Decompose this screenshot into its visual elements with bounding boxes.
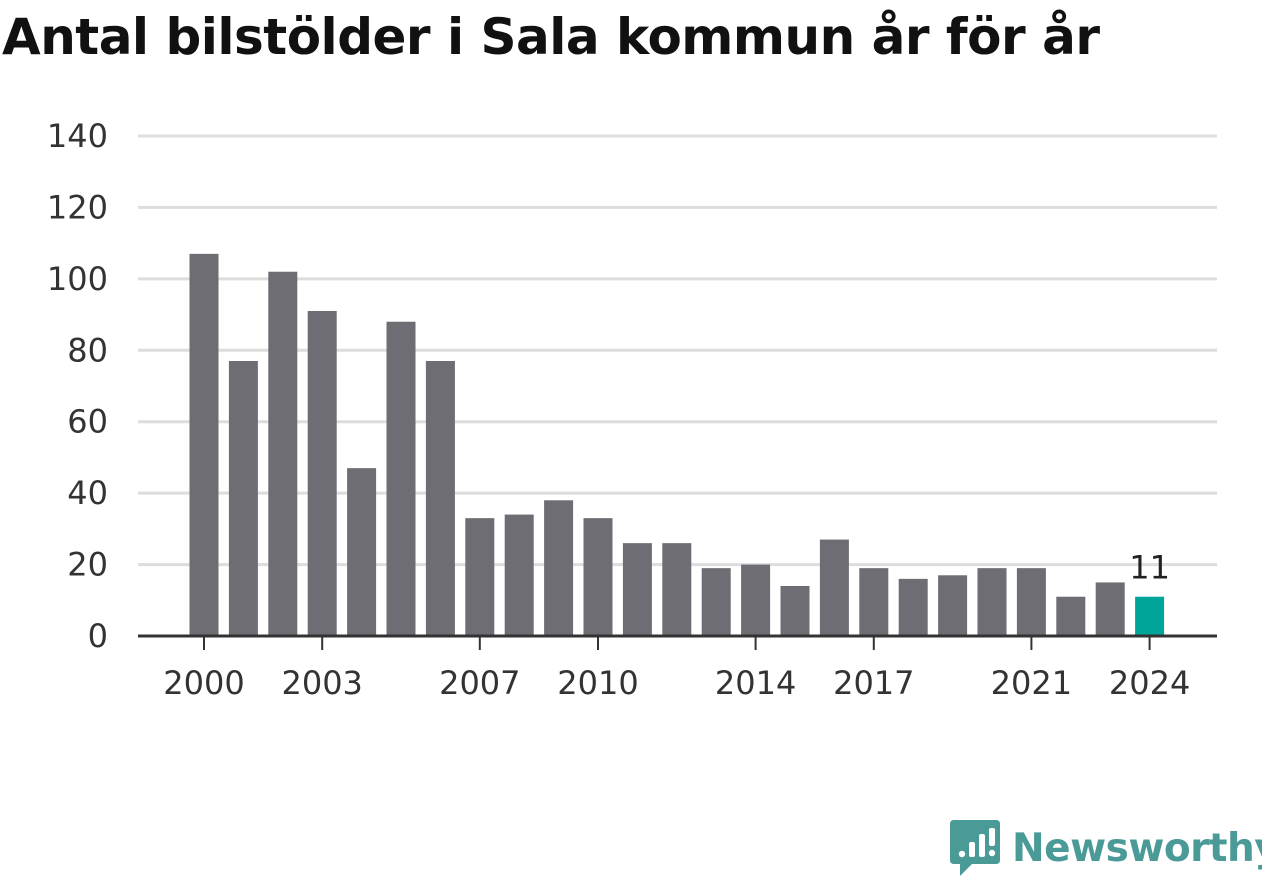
bar-2004: [347, 468, 377, 636]
y-tick-label: 140: [47, 117, 108, 155]
bar-2011: [622, 543, 652, 636]
bar-2005: [386, 321, 416, 636]
x-tick-label: 2003: [281, 664, 362, 702]
bar-2021: [1016, 568, 1046, 636]
x-tick-label: 2017: [833, 664, 914, 702]
bar-2016: [819, 539, 849, 636]
y-tick-label: 20: [67, 546, 108, 584]
bar-2024: [1135, 596, 1165, 636]
bar-2006: [425, 361, 455, 636]
bar-2019: [938, 575, 968, 636]
bar-2012: [662, 543, 692, 636]
bar-2022: [1056, 596, 1086, 636]
highlight-value-label: 11: [1129, 549, 1170, 587]
bar-2003: [307, 311, 337, 636]
bar-2015: [780, 586, 810, 636]
bar-2009: [544, 500, 574, 636]
brand-name: Newsworthy: [1012, 825, 1262, 871]
bar-2020: [977, 568, 1007, 636]
bar-2017: [859, 568, 889, 636]
x-axis: [138, 634, 1217, 650]
y-tick-label: 60: [67, 403, 108, 441]
y-tick-label: 80: [67, 331, 108, 369]
x-tick-label: 2021: [991, 664, 1072, 702]
x-tick-label: 2010: [557, 664, 638, 702]
bar-2023: [1095, 582, 1125, 636]
bar-2008: [504, 514, 534, 636]
y-tick-label: 40: [67, 474, 108, 512]
bars: [189, 253, 1165, 636]
grid-lines: [138, 134, 1217, 567]
bar-2000: [189, 253, 219, 636]
x-axis-labels: 2000 2003 2007 2010 2014 2017 2021 2024: [163, 664, 1190, 702]
y-axis-labels: 0 20 40 60 80 100 120 140: [47, 117, 108, 655]
x-tick-label: 2007: [439, 664, 520, 702]
x-tick-label: 2024: [1109, 664, 1190, 702]
chart-title: Antal bilstölder i Sala kommun år för år: [2, 8, 1100, 66]
x-tick-label: 2000: [163, 664, 244, 702]
bar-2002: [268, 271, 298, 636]
newsworthy-logo: Newsworthy: [950, 818, 1262, 878]
bar-chart-speech-bubble-icon: [950, 820, 1000, 876]
bar-2010: [583, 518, 613, 636]
bar-2001: [228, 361, 258, 636]
bar-2013: [701, 568, 731, 636]
y-tick-label: 100: [47, 260, 108, 298]
bar-2014: [741, 564, 771, 636]
bar-2007: [465, 518, 495, 636]
bar-2018: [898, 578, 928, 636]
y-tick-label: 0: [88, 617, 108, 655]
x-tick-label: 2014: [715, 664, 796, 702]
y-tick-label: 120: [47, 188, 108, 226]
annotations: 11: [1129, 549, 1170, 587]
